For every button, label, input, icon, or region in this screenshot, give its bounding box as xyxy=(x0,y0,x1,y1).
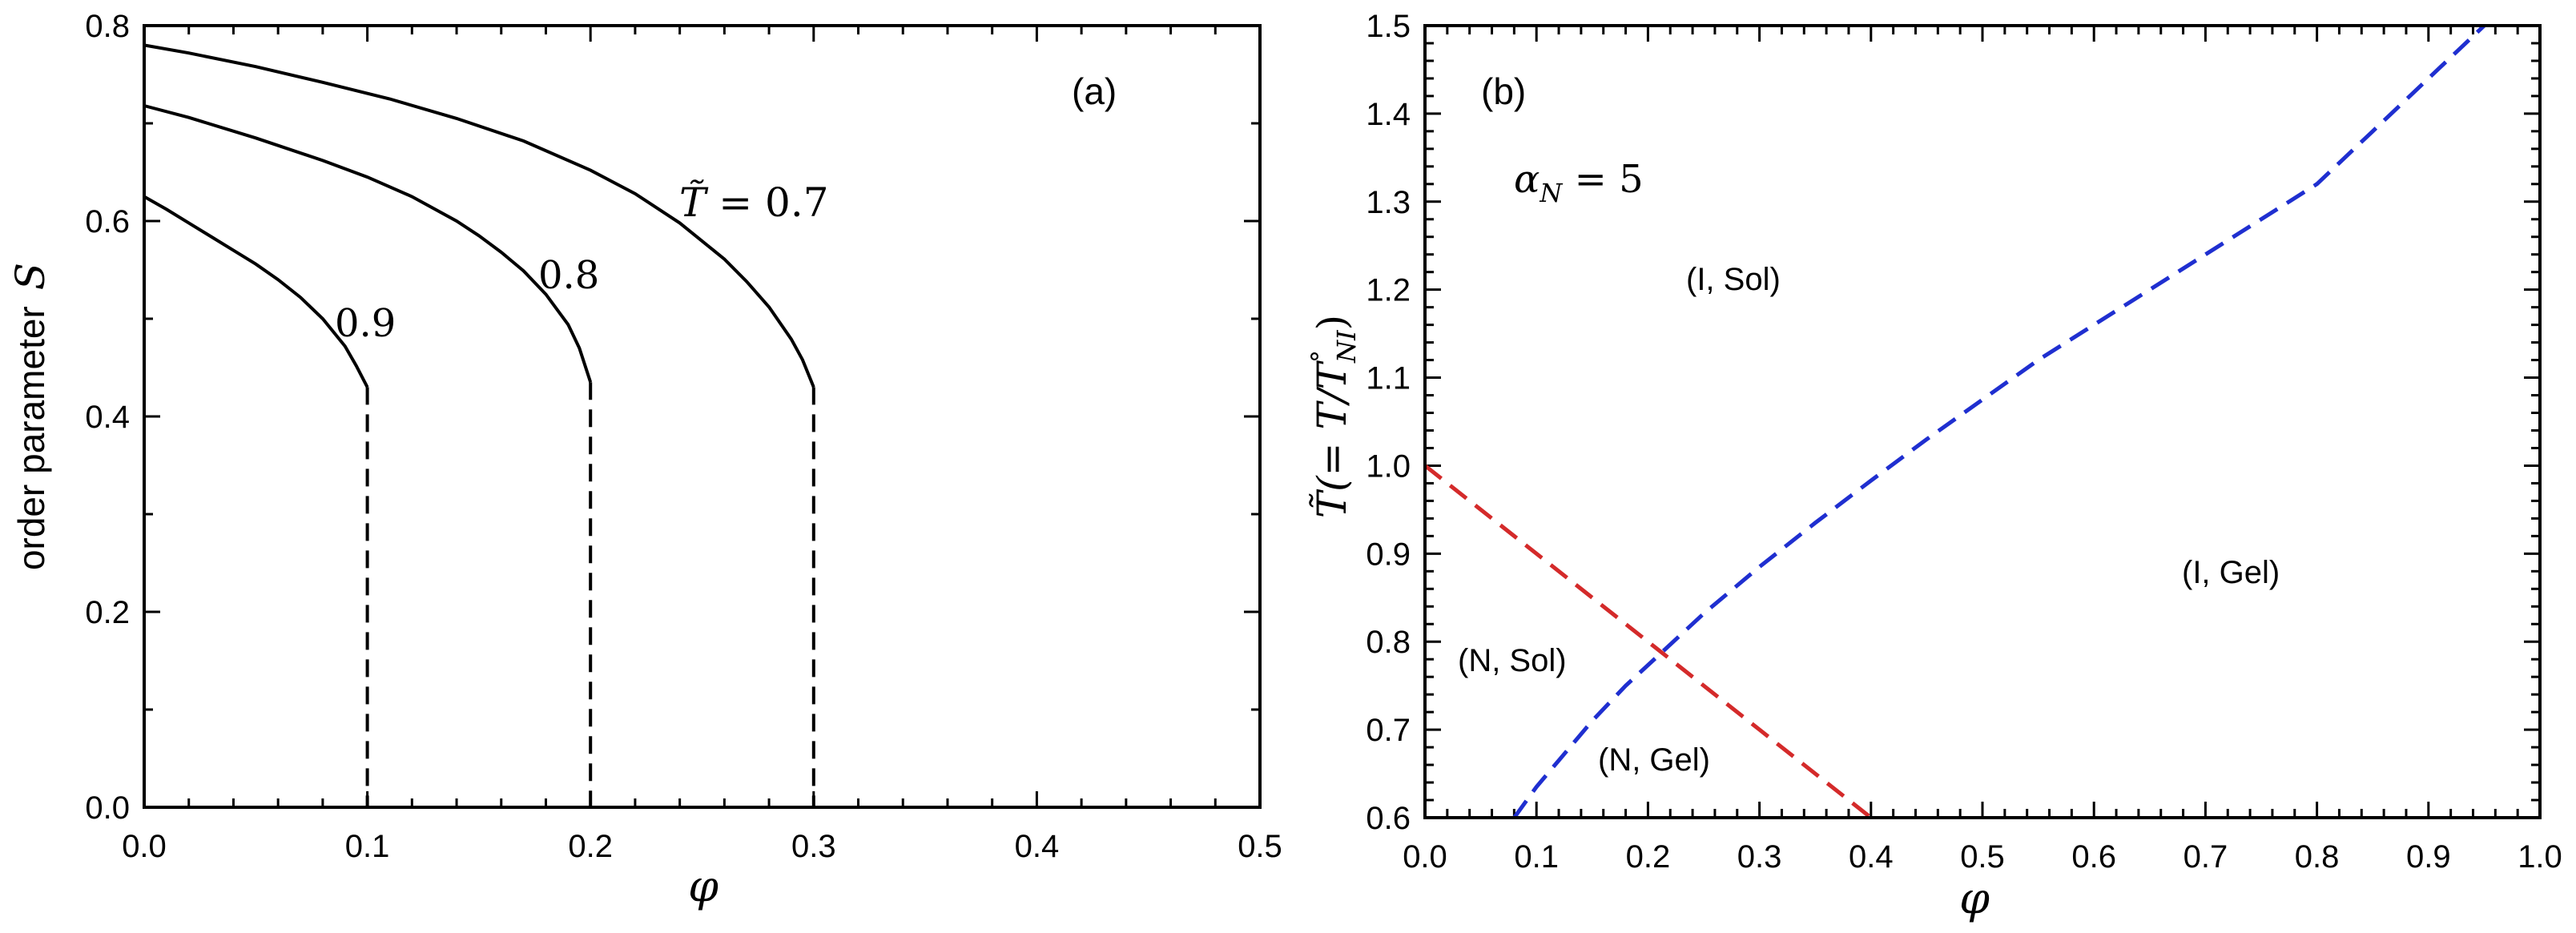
b-series xyxy=(1423,24,2486,819)
a-x-tick-label: 0.5 xyxy=(1238,829,1282,864)
a-y-tick-label: 0.2 xyxy=(85,595,130,630)
b-x-tick-label: 0.7 xyxy=(2184,839,2228,875)
panel-b: 0.0 0.1 0.2 0.3 0.4 0.5 0.6 0.7 0.8 0.9 1.0 0.6 0.7 0… xyxy=(1306,9,2562,923)
a-x-tick-label: 0.1 xyxy=(345,829,390,864)
a-ticks xyxy=(143,24,1262,809)
b-y-tick-label: 0.8 xyxy=(1366,625,1411,660)
b-tick-labels: 0.0 0.1 0.2 0.3 0.4 0.5 0.6 0.7 0.8 0.9 1.0 0.6 0.7 0… xyxy=(1366,9,2562,875)
b-y-tick-label: 0.9 xyxy=(1366,537,1411,572)
b-y-tick-label: 0.6 xyxy=(1366,801,1411,836)
a-series-label-2: 0.9 xyxy=(335,301,396,346)
b-region-n-gel: (N, Gel) xyxy=(1598,742,1710,778)
a-series-label-0: T̃ = 0.7 xyxy=(679,179,829,226)
a-y-axis-label: order parameterS xyxy=(7,263,54,570)
a-y-tick-label: 0.0 xyxy=(85,790,130,826)
a-y-tick-label: 0.6 xyxy=(85,204,130,239)
a-y-tick-label: 0.4 xyxy=(85,400,130,435)
b-y-tick-label: 1.1 xyxy=(1366,361,1411,396)
a-series xyxy=(143,43,815,807)
b-ticks xyxy=(1423,24,2542,819)
a-x-tick-label: 0.2 xyxy=(568,829,613,864)
a-series-2-solid xyxy=(143,195,369,388)
b-series-0 xyxy=(1512,24,2486,819)
a-x-tick-label: 0.4 xyxy=(1015,829,1060,864)
panel-a: 0.0 0.1 0.2 0.3 0.4 0.5 0.0 0.2 0.4 0.6 0.8 (a) T̃… xyxy=(7,9,1282,911)
b-panel-label: (b) xyxy=(1481,70,1526,112)
a-x-tick-label: 0.0 xyxy=(122,829,167,864)
b-x-tick-label: 1.0 xyxy=(2518,839,2562,875)
b-x-axis-label: φ xyxy=(1959,873,1990,923)
b-y-tick-label: 1.4 xyxy=(1366,97,1411,132)
b-x-tick-label: 0.4 xyxy=(1849,839,1894,875)
a-y-tick-label: 0.8 xyxy=(85,9,130,44)
a-series-1-solid xyxy=(143,104,593,383)
b-x-tick-label: 0.3 xyxy=(1737,839,1782,875)
b-y-tick-label: 1.2 xyxy=(1366,273,1411,308)
b-plot-frame xyxy=(1423,24,2542,819)
b-y-tick-label: 1.5 xyxy=(1366,9,1411,44)
b-y-tick-label: 1.0 xyxy=(1366,448,1411,484)
b-region-n-sol: (N, Sol) xyxy=(1458,643,1567,678)
b-alpha-annotation: αN = 5 xyxy=(1514,157,1644,208)
a-tick-labels: 0.0 0.1 0.2 0.3 0.4 0.5 0.0 0.2 0.4 0.6 0.8 xyxy=(85,9,1282,864)
b-x-tick-label: 0.2 xyxy=(1626,839,1671,875)
b-x-tick-label: 0.8 xyxy=(2295,839,2340,875)
a-panel-label: (a) xyxy=(1072,70,1117,112)
a-x-axis-label: φ xyxy=(688,861,718,911)
b-x-tick-label: 0.6 xyxy=(2071,839,2116,875)
b-x-tick-label: 0.9 xyxy=(2406,839,2451,875)
b-region-i-sol: (I, Sol) xyxy=(1686,262,1781,297)
b-y-tick-label: 0.7 xyxy=(1366,713,1411,748)
b-x-tick-label: 0.1 xyxy=(1514,839,1559,875)
a-plot-frame xyxy=(143,24,1262,809)
b-region-i-gel: (I, Gel) xyxy=(2182,555,2280,590)
b-x-tick-label: 0.5 xyxy=(1960,839,2005,875)
a-x-tick-label: 0.3 xyxy=(791,829,836,864)
b-x-tick-label: 0.0 xyxy=(1403,839,1447,875)
b-y-tick-label: 1.3 xyxy=(1366,185,1411,220)
b-y-axis-label: T̃(= T/T°NI) xyxy=(1306,315,1362,518)
a-series-label-1: 0.8 xyxy=(538,253,599,298)
a-series-0-solid xyxy=(143,43,815,388)
